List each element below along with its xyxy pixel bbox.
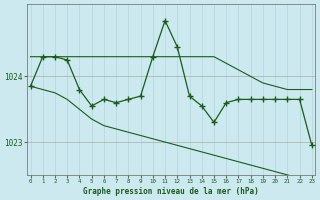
X-axis label: Graphe pression niveau de la mer (hPa): Graphe pression niveau de la mer (hPa) xyxy=(83,187,259,196)
